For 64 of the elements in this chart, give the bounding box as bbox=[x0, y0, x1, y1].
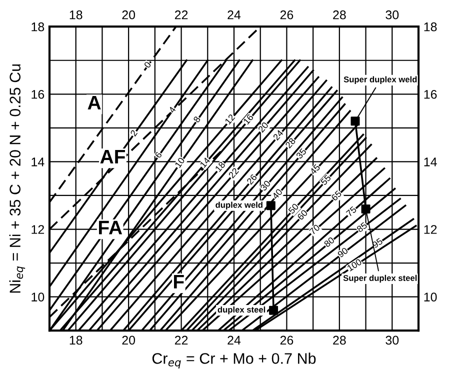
x2-tick-label: 24 bbox=[228, 10, 241, 20]
text: 40 bbox=[272, 188, 283, 200]
text: 12 bbox=[224, 114, 236, 125]
text: 18 bbox=[214, 161, 226, 172]
x2-tick-label: 26 bbox=[280, 10, 294, 20]
x2-tick-label: 28 bbox=[333, 10, 346, 20]
y-tick-label: 10 bbox=[32, 292, 44, 302]
y2-tick-label: 16 bbox=[424, 90, 437, 99]
text: 0 bbox=[144, 61, 152, 68]
x-tick-label: 26 bbox=[280, 336, 294, 345]
annotation: FA bbox=[98, 220, 122, 234]
y2-tick-label: 10 bbox=[424, 292, 437, 302]
text: 30 bbox=[260, 180, 271, 192]
text: 14 bbox=[200, 156, 210, 168]
text: 35 bbox=[296, 148, 307, 160]
text: 100 bbox=[346, 258, 362, 272]
text: 60 bbox=[296, 209, 308, 220]
text: 65 bbox=[330, 190, 342, 202]
text: 2 bbox=[130, 130, 138, 137]
x-axis-title: Cr$_{eq}$ = Cr + Mo + 0.7 Nb bbox=[152, 352, 316, 368]
text: 22 bbox=[228, 167, 239, 179]
text: 50 bbox=[288, 203, 299, 214]
y2-tick-label: 14 bbox=[424, 158, 437, 166]
annotation: Super duplex weld bbox=[344, 76, 417, 84]
x2-tick-label: 22 bbox=[174, 10, 188, 20]
x-tick-label: 28 bbox=[333, 336, 346, 345]
text: 6 bbox=[154, 151, 162, 158]
text: 55 bbox=[320, 174, 332, 186]
y-tick-label: 14 bbox=[32, 158, 44, 166]
x2-tick-label: 30 bbox=[386, 10, 399, 20]
x-tick-label: 24 bbox=[228, 336, 241, 345]
x2-tick-label: 20 bbox=[122, 10, 136, 20]
text: 20 bbox=[258, 122, 269, 133]
annotation: duplex weld bbox=[216, 202, 262, 210]
text: 80 bbox=[324, 236, 335, 248]
text: 70 bbox=[309, 224, 320, 235]
x-tick-label: 22 bbox=[174, 336, 188, 345]
y2-tick-label: 18 bbox=[424, 22, 437, 32]
text: 26 bbox=[246, 174, 258, 185]
text: 85 bbox=[356, 222, 368, 233]
x-tick-label: 20 bbox=[122, 336, 136, 345]
text: 8 bbox=[193, 116, 201, 123]
x-tick-label: 30 bbox=[386, 336, 399, 345]
text: 24 bbox=[272, 129, 284, 141]
annotation: AF bbox=[100, 150, 126, 164]
annotation: duplex steel bbox=[218, 306, 266, 314]
y-tick-label: 18 bbox=[32, 22, 44, 32]
y-tick-label: 16 bbox=[32, 90, 44, 99]
text: 16 bbox=[243, 114, 254, 125]
text: 90 bbox=[337, 247, 348, 258]
text: 45 bbox=[309, 164, 320, 176]
y2-tick-label: 12 bbox=[424, 225, 437, 234]
text: 28 bbox=[284, 137, 296, 149]
annotation: F bbox=[174, 274, 184, 288]
annotation: Super duplex steel bbox=[343, 274, 417, 283]
x2-tick-label: 18 bbox=[70, 10, 82, 20]
text: 95 bbox=[372, 238, 384, 248]
x-tick-label: 18 bbox=[70, 336, 82, 345]
y-tick-label: 12 bbox=[32, 225, 44, 234]
text: 10 bbox=[174, 156, 186, 168]
annotation: A bbox=[88, 96, 101, 110]
text: 75 bbox=[346, 206, 357, 217]
text: 4 bbox=[168, 106, 176, 114]
y-axis-title: Ni$_{eq}$ = Ni + 35 C + 20 N + 0.25 Cu bbox=[9, 64, 26, 293]
